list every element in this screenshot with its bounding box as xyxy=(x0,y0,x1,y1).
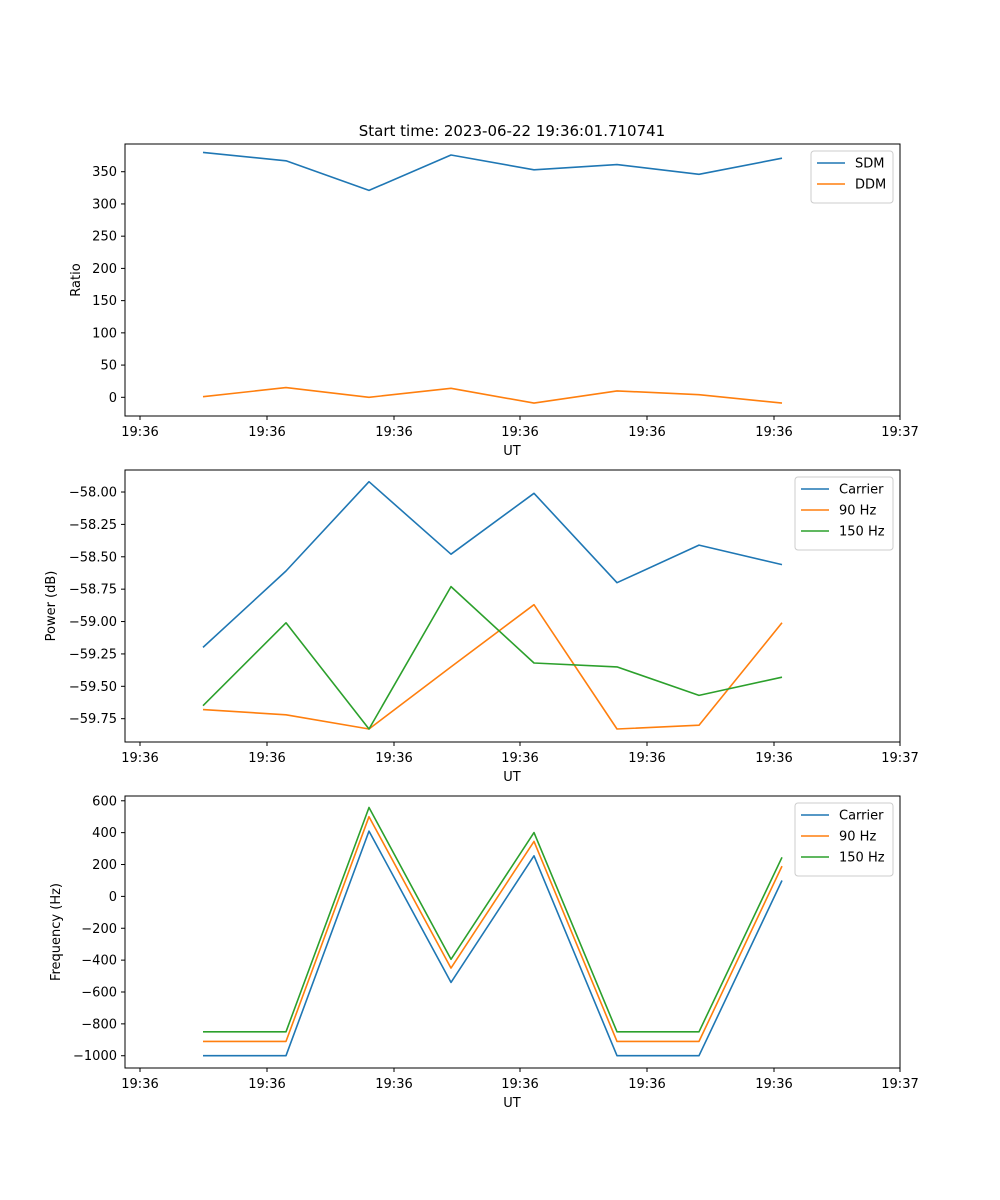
legend-label: 90 Hz xyxy=(839,504,876,519)
y-tick-label: 250 xyxy=(92,230,117,245)
axes-frame xyxy=(124,469,901,743)
x-tick-label: 19:36 xyxy=(501,751,538,766)
x-tick-label: 19:36 xyxy=(628,1077,665,1092)
x-axis-label: UT xyxy=(503,770,521,785)
x-tick-label: 19:36 xyxy=(248,1077,285,1092)
ratio-panel: 0 50 100 150 200 250 300 350 19:36 19:36 19:36 19:3… xyxy=(69,143,919,459)
x-tick-label: 19:37 xyxy=(881,1077,918,1092)
y-tick-label: −1000 xyxy=(73,1049,117,1064)
x-tick-label: 19:36 xyxy=(248,751,285,766)
series-line-carrier xyxy=(202,480,783,648)
y-tick-label: 400 xyxy=(92,826,117,841)
x-tick-label: 19:36 xyxy=(375,751,412,766)
x-tick-label: 19:36 xyxy=(121,1077,158,1092)
x-tick-label: 19:36 xyxy=(375,425,412,440)
x-tick-label: 19:36 xyxy=(121,425,158,440)
y-tick-label: −58.50 xyxy=(69,550,117,565)
x-tick-label: 19:36 xyxy=(628,425,665,440)
legend-label: Carrier xyxy=(839,483,884,498)
y-axis-label: Power (dB) xyxy=(44,571,59,642)
frequency-panel: −1000 −800 −600 −400 −200 0 200 400 600 19:36 19:3… xyxy=(49,794,919,1111)
y-tick-label: −58.75 xyxy=(69,583,117,598)
y-tick-label: −59.50 xyxy=(69,680,117,695)
y-tick-label: −800 xyxy=(81,1017,117,1032)
y-axis-label: Frequency (Hz) xyxy=(49,883,64,981)
y-tick-label: 0 xyxy=(109,391,117,406)
series-line-90-hz xyxy=(203,815,783,1043)
y-axis-label: Ratio xyxy=(69,263,84,296)
legend-label: SDM xyxy=(855,157,884,172)
x-tick-label: 19:36 xyxy=(628,751,665,766)
y-tick-label: −59.25 xyxy=(69,647,117,662)
series-line-150-hz xyxy=(202,585,783,730)
y-tick-label: 150 xyxy=(92,294,117,309)
legend-label: 150 Hz xyxy=(839,851,885,866)
axes-frame xyxy=(124,143,901,417)
y-tick-label: −58.25 xyxy=(69,518,117,533)
legend-label: Carrier xyxy=(839,809,884,824)
x-tick-label: 19:36 xyxy=(248,425,285,440)
axes-frame xyxy=(124,795,901,1069)
y-tick-label: 200 xyxy=(92,262,117,277)
y-tick-label: −59.75 xyxy=(69,712,117,727)
x-tick-label: 19:36 xyxy=(375,1077,412,1092)
y-tick-label: 600 xyxy=(92,794,117,809)
series-line-ddm xyxy=(202,386,783,404)
y-tick-label: −600 xyxy=(81,985,117,1000)
x-tick-label: 19:36 xyxy=(755,425,792,440)
series-line-150-hz xyxy=(203,806,783,1033)
series-line-sdm xyxy=(202,151,783,192)
y-tick-label: 0 xyxy=(109,890,117,905)
x-tick-label: 19:37 xyxy=(881,425,918,440)
x-axis-label: UT xyxy=(503,1096,521,1111)
x-tick-label: 19:36 xyxy=(755,751,792,766)
legend-label: DDM xyxy=(855,178,886,193)
y-tick-label: 100 xyxy=(92,326,117,341)
y-tick-label: 300 xyxy=(92,197,117,212)
legend-label: 90 Hz xyxy=(839,830,876,845)
y-tick-label: 350 xyxy=(92,165,117,180)
y-tick-label: −400 xyxy=(81,954,117,969)
series-line-90-hz xyxy=(202,603,783,730)
y-tick-label: −200 xyxy=(81,922,117,937)
legend-box xyxy=(810,150,894,204)
figure-title: Start time: 2023-06-22 19:36:01.710741 xyxy=(359,122,665,140)
series-line-carrier xyxy=(203,830,783,1057)
power-panel: −59.75 −59.50 −59.25 −59.00 −58.75 −58.50 −58.… xyxy=(44,469,919,785)
legend-label: 150 Hz xyxy=(839,525,885,540)
x-axis-label: UT xyxy=(503,444,521,459)
x-tick-label: 19:36 xyxy=(501,425,538,440)
y-tick-label: 200 xyxy=(92,858,117,873)
y-tick-label: −58.00 xyxy=(69,486,117,501)
x-tick-label: 19:37 xyxy=(881,751,918,766)
x-tick-label: 19:36 xyxy=(755,1077,792,1092)
y-tick-label: 50 xyxy=(100,359,117,374)
y-tick-label: −59.00 xyxy=(69,615,117,630)
x-tick-label: 19:36 xyxy=(121,751,158,766)
x-tick-label: 19:36 xyxy=(501,1077,538,1092)
